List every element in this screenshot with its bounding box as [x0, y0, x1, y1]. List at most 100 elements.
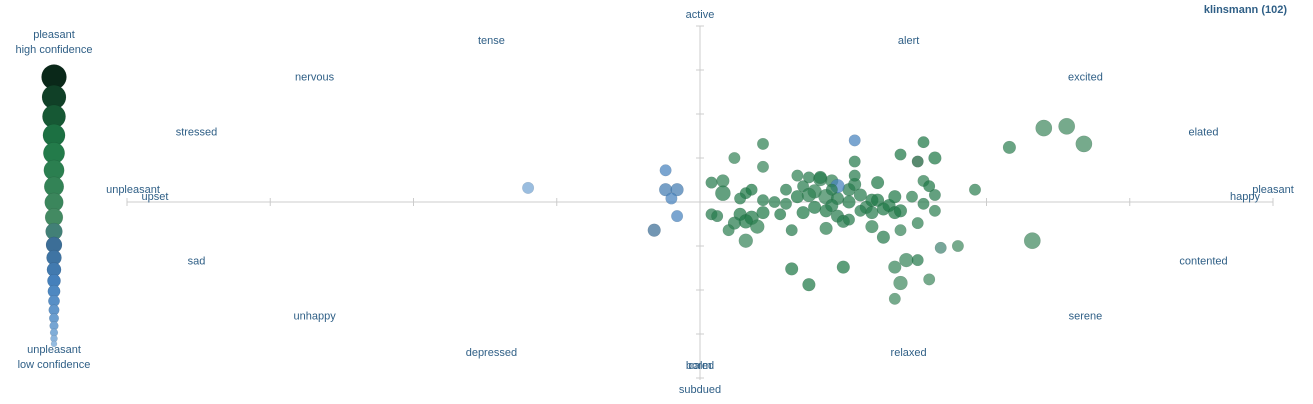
emotion-label: tense [478, 35, 505, 47]
data-point [825, 198, 839, 213]
emotion-label: depressed [466, 347, 517, 359]
data-point [905, 190, 919, 203]
emotion-label: excited [1068, 72, 1103, 84]
axis-label-subdued: subdued [679, 384, 721, 396]
data-point [1023, 232, 1041, 250]
data-point [928, 204, 941, 217]
data-point [647, 223, 661, 237]
data-point [819, 221, 833, 236]
data-point [522, 181, 535, 194]
data-point [928, 188, 941, 202]
emotion-label: contented [1179, 256, 1227, 268]
data-point [774, 208, 787, 221]
data-point [865, 205, 879, 220]
data-point [911, 155, 924, 168]
data-point [848, 169, 861, 182]
data-point [923, 180, 936, 193]
data-point [842, 213, 856, 226]
emotion-label: happy [1230, 191, 1260, 203]
data-point [842, 195, 856, 209]
data-point [756, 160, 770, 173]
data-point [728, 151, 741, 165]
legend-dots [41, 64, 67, 348]
data-point [853, 188, 868, 202]
data-point [1035, 119, 1053, 137]
data-point [934, 241, 947, 254]
data-point [807, 200, 822, 214]
data-point [750, 219, 765, 234]
legend-bottom-line2: low confidence [18, 359, 91, 371]
emotion-label: calm [688, 360, 711, 372]
data-point [1002, 140, 1017, 155]
data-point [738, 233, 754, 248]
data-point [876, 230, 891, 244]
data-point [756, 194, 770, 207]
data-point [796, 205, 810, 220]
data-point [715, 185, 731, 202]
data-point [848, 155, 861, 168]
data-point [899, 252, 914, 268]
emotion-label: bored [686, 360, 714, 372]
data-point [870, 175, 885, 190]
emotion-label: upset [142, 191, 169, 203]
data-point [951, 239, 964, 253]
data-point [768, 195, 781, 209]
data-point [893, 275, 908, 291]
data-point [848, 134, 861, 147]
data-point [1058, 117, 1076, 135]
data-point [785, 224, 798, 237]
emotion-label: stressed [176, 126, 218, 138]
data-point [734, 192, 747, 205]
data-point [711, 210, 724, 223]
data-point [854, 204, 867, 217]
data-point [836, 260, 850, 274]
data-point [923, 273, 936, 286]
data-point [894, 224, 907, 237]
data-point [745, 183, 758, 196]
data-point [756, 205, 770, 220]
legend-bottom-line1: unpleasant [27, 344, 81, 356]
data-point [722, 224, 735, 237]
data-point [705, 176, 718, 189]
legend-dot [50, 340, 58, 348]
legend-top-line2: high confidence [15, 44, 92, 56]
emotion-label: sad [188, 256, 206, 268]
data-point [911, 217, 924, 230]
data-point [893, 204, 908, 218]
data-point [779, 183, 793, 196]
emotion-label: alert [898, 35, 919, 47]
data-point [928, 151, 942, 165]
data-point [670, 183, 684, 197]
axes [126, 25, 1274, 380]
data-point [813, 170, 827, 185]
data-point [865, 219, 879, 234]
axis-label-unpleasant: unpleasant [106, 184, 160, 196]
emotion-label: nervous [295, 72, 335, 84]
data-point [802, 278, 816, 292]
data-point [801, 187, 817, 203]
emotion-labels: tense nervous stressed upset alert excited ela… [142, 35, 1261, 372]
emotion-label: unhappy [293, 311, 336, 323]
data-point [785, 262, 799, 276]
axis-label-active: active [686, 9, 715, 21]
data-point [917, 136, 930, 149]
legend: pleasant high confidence unpleasant low … [15, 29, 92, 371]
data-point [1075, 135, 1093, 153]
chart-title: klinsmann (102) [1204, 4, 1287, 16]
data-point [802, 171, 815, 184]
axis-label-pleasant: pleasant [1252, 184, 1294, 196]
emotion-label: relaxed [891, 347, 927, 359]
data-points [522, 117, 1093, 305]
emotion-label: elated [1189, 126, 1219, 138]
legend-top-line1: pleasant [33, 29, 75, 41]
data-point [968, 183, 982, 196]
data-point [888, 260, 902, 274]
data-point [779, 197, 793, 210]
data-point [659, 164, 672, 177]
data-point [888, 292, 901, 305]
data-point [756, 137, 770, 150]
data-point [894, 148, 907, 161]
data-point [791, 169, 804, 182]
data-point [665, 192, 678, 205]
